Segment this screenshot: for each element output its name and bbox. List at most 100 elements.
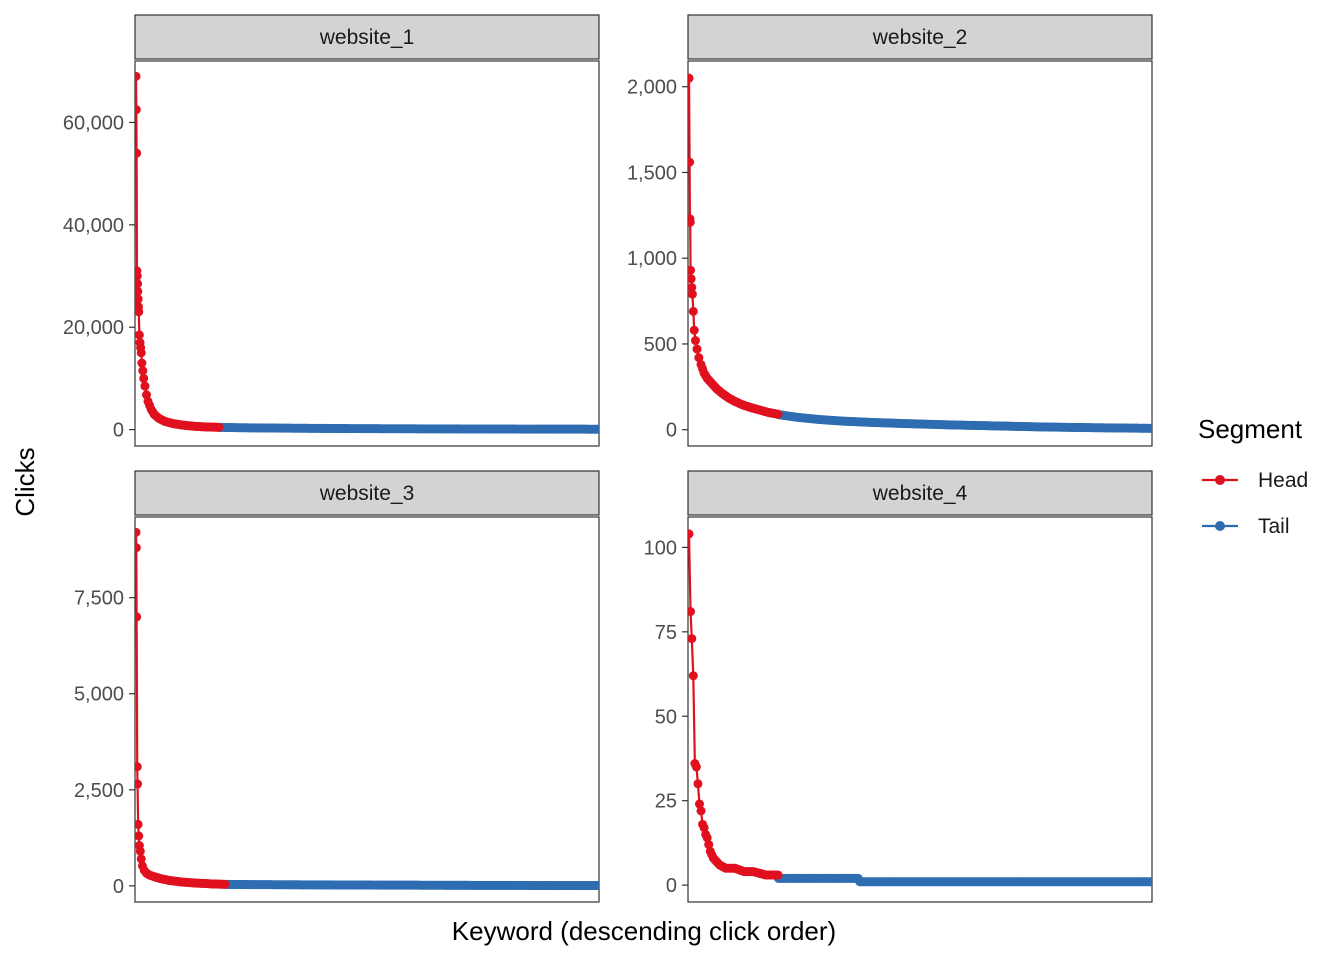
head-point bbox=[135, 105, 141, 115]
tail-series bbox=[773, 410, 1152, 433]
tail-point bbox=[1146, 423, 1152, 433]
head-point bbox=[135, 279, 143, 289]
head-point bbox=[135, 71, 141, 81]
head-point bbox=[773, 409, 783, 419]
panel-border bbox=[687, 516, 1153, 903]
head-point bbox=[137, 358, 147, 368]
y-tick-label: 25 bbox=[655, 791, 677, 813]
head-point bbox=[688, 634, 697, 644]
legend-item-tail: Tail bbox=[1202, 515, 1290, 538]
head-point bbox=[688, 157, 695, 167]
panel-border bbox=[134, 516, 600, 903]
head-point bbox=[688, 282, 697, 292]
y-tick-label: 1,000 bbox=[627, 248, 677, 270]
head-point bbox=[135, 779, 143, 789]
panel-title: website_4 bbox=[872, 482, 968, 505]
head-point bbox=[688, 529, 694, 539]
head-point bbox=[138, 366, 148, 376]
legend-entries: Head Tail bbox=[1202, 469, 1308, 538]
head-point bbox=[135, 819, 143, 829]
y-tick-label: 500 bbox=[644, 334, 677, 356]
head-point bbox=[135, 762, 142, 772]
panel-title: website_2 bbox=[872, 26, 968, 49]
y-tick-label: 0 bbox=[113, 876, 124, 898]
head-point bbox=[689, 325, 699, 335]
legend: Segment Head Tail bbox=[1198, 414, 1308, 538]
head-point bbox=[690, 336, 700, 346]
head-point bbox=[135, 527, 141, 537]
y-tick-label: 1,500 bbox=[627, 162, 677, 184]
head-point bbox=[140, 381, 150, 391]
y-axis-title: Clicks bbox=[10, 447, 40, 516]
head-point bbox=[688, 671, 698, 681]
tail-point bbox=[1146, 877, 1152, 887]
head-point bbox=[688, 306, 698, 316]
strip-background bbox=[687, 470, 1153, 516]
head-point bbox=[135, 543, 141, 553]
head-point bbox=[692, 344, 702, 354]
head-point bbox=[691, 762, 701, 772]
head-point bbox=[135, 330, 144, 340]
head-point bbox=[688, 289, 697, 299]
head-point bbox=[135, 612, 142, 622]
panel-website_4: website_4 0 25 50 75 100 bbox=[644, 470, 1153, 903]
y-tick-label: 20,000 bbox=[63, 317, 124, 339]
panel-border bbox=[687, 60, 1153, 447]
head-point bbox=[136, 348, 146, 358]
head-point bbox=[688, 607, 696, 617]
legend-key-point bbox=[1215, 475, 1225, 485]
y-tick-label: 0 bbox=[666, 420, 677, 442]
panel-border bbox=[134, 60, 600, 447]
head-point bbox=[688, 217, 695, 227]
head-point bbox=[135, 148, 142, 158]
head-point bbox=[135, 271, 142, 281]
y-tick-label: 75 bbox=[655, 622, 677, 644]
legend-item-head: Head bbox=[1202, 469, 1308, 492]
head-point bbox=[688, 73, 694, 83]
head-point bbox=[135, 846, 145, 856]
strip-background bbox=[134, 14, 600, 60]
head-point bbox=[702, 833, 712, 843]
tail-series bbox=[220, 879, 599, 891]
plot-area bbox=[688, 73, 1152, 433]
head-point bbox=[688, 265, 696, 275]
plot-area bbox=[135, 527, 599, 891]
x-axis-title: Keyword (descending click order) bbox=[452, 916, 836, 946]
y-tick-label: 0 bbox=[666, 875, 677, 897]
panel-title: website_1 bbox=[319, 26, 415, 49]
y-tick-label: 7,500 bbox=[74, 588, 124, 610]
legend-label: Tail bbox=[1258, 515, 1290, 538]
panel-website_3: website_3 0 2,500 5,000 7,500 bbox=[74, 470, 600, 903]
y-tick-label: 40,000 bbox=[63, 215, 124, 237]
head-point bbox=[696, 806, 706, 816]
plot-area bbox=[135, 71, 599, 434]
head-point bbox=[773, 870, 783, 880]
y-tick-label: 50 bbox=[655, 706, 677, 728]
y-tick-label: 5,000 bbox=[74, 684, 124, 706]
head-point bbox=[139, 373, 149, 383]
head-point bbox=[694, 799, 704, 809]
head-point bbox=[693, 779, 703, 789]
panel-website_1: website_1 0 20,000 40,000 60,000 bbox=[63, 14, 600, 447]
y-tick-label: 2,000 bbox=[627, 77, 677, 99]
legend-key-point bbox=[1215, 521, 1225, 531]
legend-label: Head bbox=[1258, 469, 1308, 492]
plot-area bbox=[688, 529, 1152, 887]
head-point bbox=[214, 422, 224, 432]
head-point bbox=[136, 854, 146, 864]
strip-background bbox=[134, 470, 600, 516]
head-point bbox=[694, 353, 704, 363]
head-point bbox=[135, 831, 144, 841]
tail-point bbox=[593, 881, 599, 891]
y-tick-label: 2,500 bbox=[74, 780, 124, 802]
panel-website_2: website_2 0 500 1,000 1,500 2,000 bbox=[627, 14, 1153, 447]
panel-title: website_3 bbox=[319, 482, 415, 505]
head-series bbox=[688, 529, 783, 880]
head-point bbox=[135, 294, 143, 304]
panels-layer: website_1 0 20,000 40,000 60,000 website_2 0 50… bbox=[63, 14, 1153, 903]
head-series bbox=[135, 527, 230, 889]
legend-title: Segment bbox=[1198, 414, 1303, 444]
tail-point bbox=[593, 424, 599, 434]
